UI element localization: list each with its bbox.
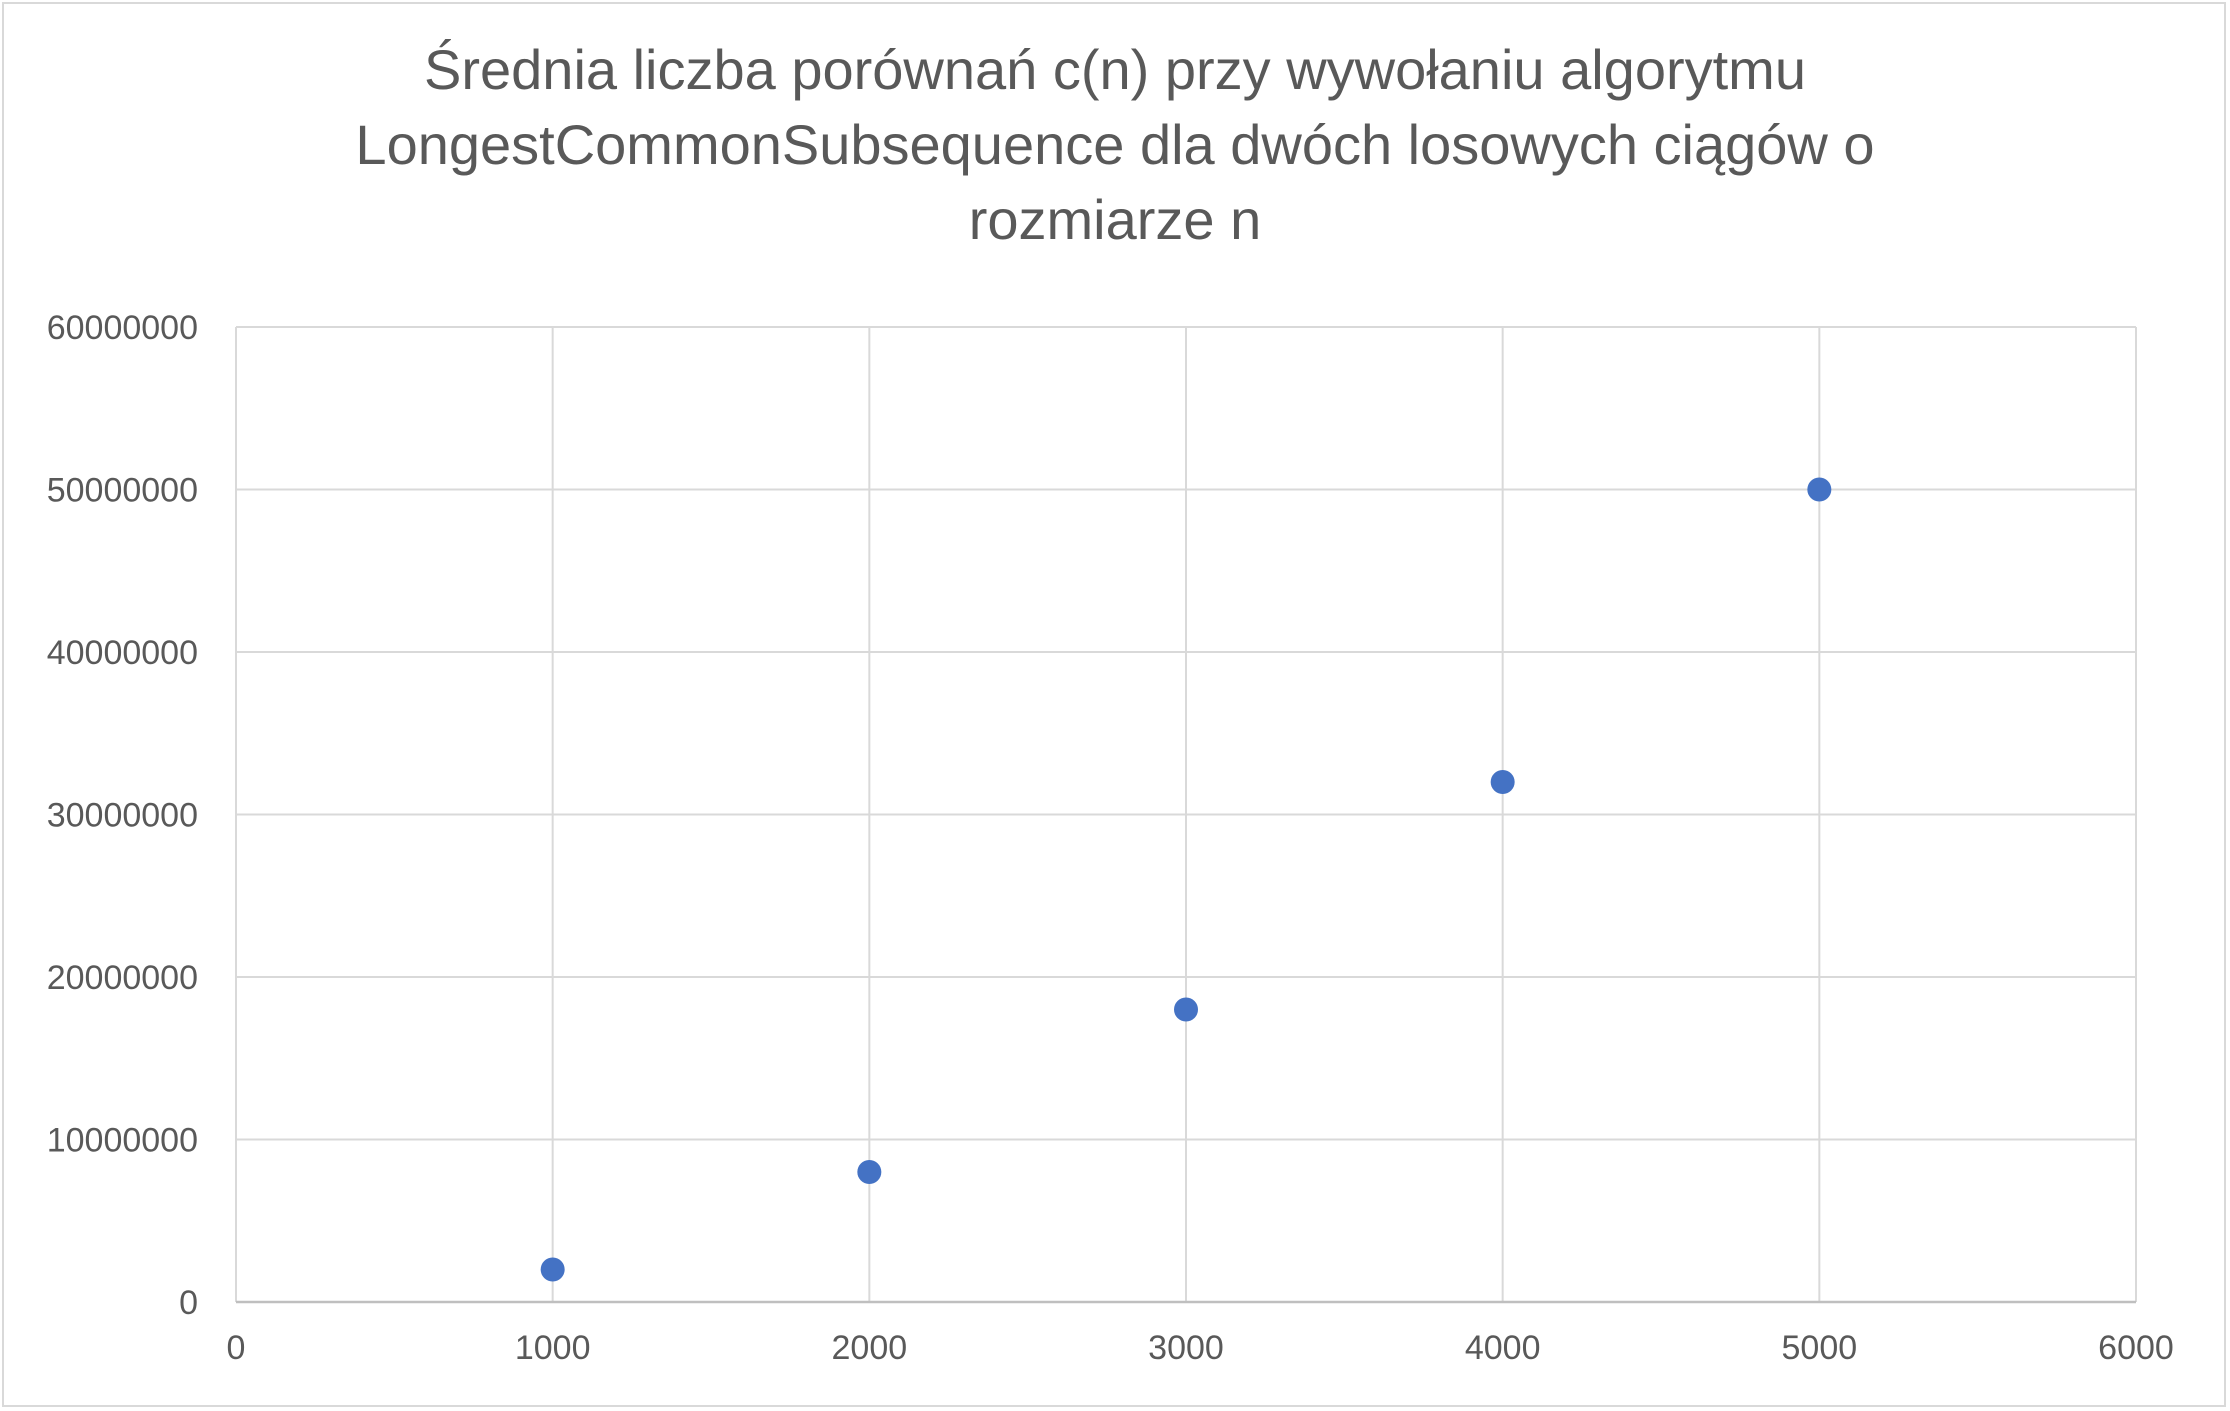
x-tick-label: 6000 (2098, 1329, 2174, 1367)
data-point (1490, 770, 1515, 794)
grid-lines (235, 326, 2137, 1304)
axis-tick-labels: 0 1000 2000 3000 4000 5000 6000 0 10000000 200000… (47, 309, 2174, 1367)
y-tick-label: 40000000 (47, 634, 198, 672)
x-tick-label: 0 (227, 1329, 246, 1367)
chart-title-line-2: LongestCommonSubsequence dla dwóch losow… (355, 113, 1875, 176)
y-tick-label: 10000000 (47, 1122, 198, 1160)
x-tick-label: 5000 (1782, 1329, 1858, 1367)
chart-title-line-1: Średnia liczba porównań c(n) przy wywoła… (424, 38, 1806, 101)
chart-title: Średnia liczba porównań c(n) przy wywoła… (0, 32, 2230, 257)
y-tick-label: 0 (179, 1284, 198, 1322)
y-tick-label: 20000000 (47, 959, 198, 997)
x-tick-label: 4000 (1465, 1329, 1541, 1367)
data-point (540, 1257, 565, 1282)
y-tick-label: 60000000 (47, 309, 198, 347)
x-tick-label: 2000 (832, 1329, 908, 1367)
x-tick-label: 1000 (515, 1329, 591, 1367)
y-tick-label: 30000000 (47, 797, 198, 835)
y-tick-label: 50000000 (47, 472, 198, 510)
data-points (540, 477, 1832, 1282)
x-tick-label: 3000 (1148, 1329, 1224, 1367)
data-point (1807, 477, 1832, 502)
data-point (1174, 997, 1198, 1022)
data-point (857, 1160, 882, 1184)
chart-title-line-3: rozmiarze n (968, 188, 1262, 251)
